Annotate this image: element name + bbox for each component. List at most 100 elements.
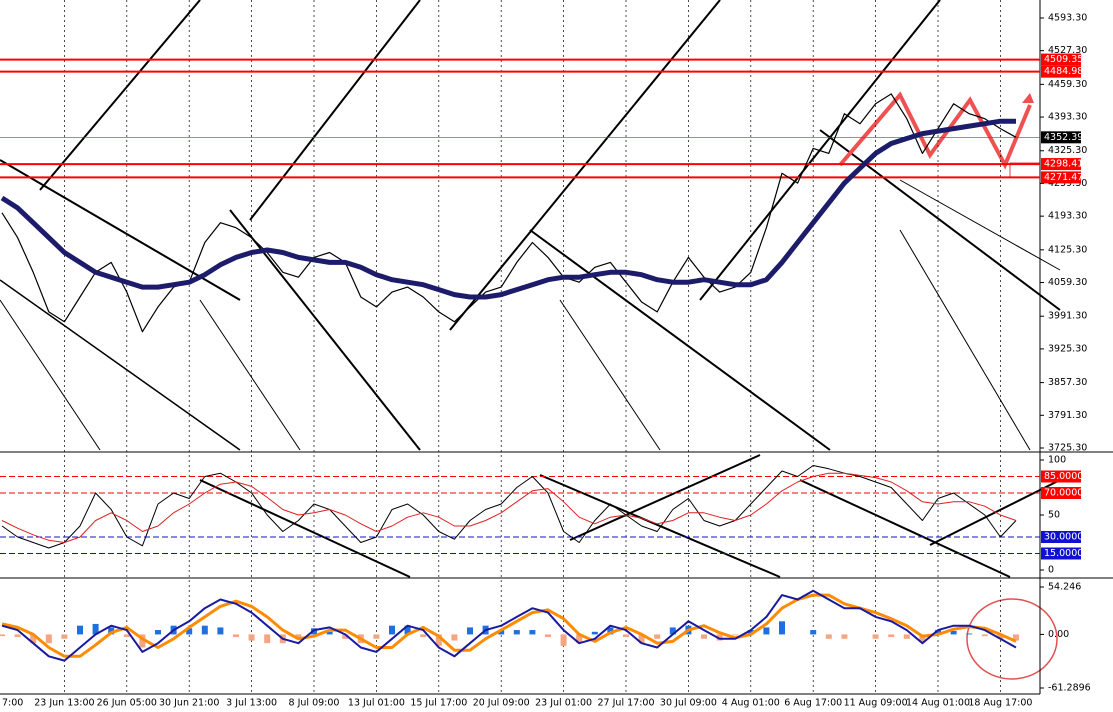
x-tick-label: 13 Jul 01:00 (348, 698, 405, 709)
histogram-bar (950, 630, 957, 635)
histogram-bar (966, 633, 973, 635)
x-tick-label: 8 Jul 09:00 (289, 698, 340, 709)
histogram-bar (186, 628, 193, 635)
level-label: 4484.98 (1044, 66, 1083, 77)
histogram-bar (529, 630, 536, 635)
y-tick-label: 3991.30 (1048, 311, 1087, 322)
histogram-bar (841, 634, 848, 639)
histogram-bar (981, 634, 988, 637)
y-tick-label: 4527.30 (1048, 45, 1087, 56)
histogram-bar (30, 634, 37, 644)
x-tick-label: 18 Aug 17:00 (968, 698, 1032, 709)
y-tick-label: 3791.30 (1048, 410, 1087, 421)
x-tick-label: 15 Jul 17:00 (410, 698, 467, 709)
level-label-box (1041, 487, 1081, 499)
level-label: 85.0000 (1044, 471, 1083, 482)
trendlines (0, 0, 1061, 578)
level-label-box (1041, 158, 1081, 171)
level-label-box (1041, 171, 1081, 184)
histogram-bar (701, 634, 707, 639)
level-label-box (1041, 131, 1081, 144)
x-tick-label: 14 Aug 01:00 (906, 698, 970, 709)
histogram-bar (389, 625, 395, 635)
histogram-bar (404, 625, 411, 635)
histogram-bar (498, 630, 505, 635)
histogram-bar (872, 634, 879, 639)
histogram-bar (560, 634, 567, 646)
x-tick-label: 30 Jun 21:00 (159, 698, 219, 709)
x-tick-label: 7:00 (2, 698, 23, 709)
x-tick-label: 6 Aug 17:00 (784, 698, 842, 709)
histogram-bar (342, 634, 349, 639)
y-tick-label: 3925.30 (1048, 343, 1087, 354)
x-tick-label: 27 Jul 17:00 (598, 698, 655, 709)
highlight-circle (966, 598, 1058, 680)
y-tick-label: 4325.30 (1048, 145, 1087, 156)
histogram-bar (264, 634, 271, 644)
histogram-bar (513, 630, 520, 635)
y-tick-label: 100 (1048, 455, 1066, 466)
histogram-bar (903, 634, 910, 639)
histogram-bar (825, 634, 832, 639)
histogram-bar (638, 634, 645, 644)
histogram-bar (435, 634, 442, 646)
histogram-bar (732, 634, 739, 636)
histogram-bar (1013, 634, 1019, 641)
level-label-box (1041, 53, 1081, 66)
histogram-bar (139, 634, 146, 648)
histogram-bar (451, 634, 458, 641)
histogram-bar (997, 634, 1004, 639)
level-label: 4509.35 (1044, 54, 1083, 65)
histogram-bar (763, 627, 770, 635)
x-tick-label: 30 Jul 09:00 (660, 698, 717, 709)
y-tick-label: 4125.30 (1048, 244, 1087, 255)
histogram-bar (888, 634, 895, 638)
histogram-bar (654, 634, 661, 639)
series-line (1, 472, 1017, 543)
histogram-bar (919, 634, 926, 642)
histogram-bar (61, 634, 68, 639)
arrow-head (1022, 93, 1034, 103)
histogram-bar (77, 625, 83, 635)
y-tick-label: 0.00 (1048, 629, 1069, 640)
histogram-bar (201, 625, 208, 635)
histogram-bar (607, 627, 614, 635)
x-tick-label: 11 Aug 09:00 (844, 698, 908, 709)
x-tick-label: 3 Jul 13:00 (226, 698, 277, 709)
level-label: 70.0000 (1044, 488, 1083, 499)
histogram-bar (779, 621, 785, 635)
level-label-box (1041, 547, 1081, 560)
histogram-bar (420, 634, 427, 638)
level-label-box (1041, 470, 1081, 483)
level-label: 4298.41 (1044, 159, 1083, 170)
histogram-bar (217, 627, 224, 635)
level-label: 15.0000 (1044, 548, 1083, 559)
y-tick-label: 4259.30 (1048, 178, 1087, 189)
x-tick-label: 23 Jul 01:00 (535, 698, 592, 709)
y-tick-label: 54.246 (1048, 582, 1081, 593)
histogram-bar (669, 627, 676, 635)
histogram-bar (545, 634, 551, 638)
histogram-bar (123, 634, 130, 638)
histogram-bar (14, 634, 21, 638)
x-tick-label: 23 Jun 13:00 (34, 698, 94, 709)
level-label: 4271.47 (1044, 172, 1083, 183)
level-label: 30.0000 (1044, 532, 1083, 543)
histogram-bar (591, 631, 598, 635)
series-line (1, 93, 1017, 333)
y-tick-label: 50 (1048, 510, 1060, 521)
series-line (0, 118, 1016, 300)
y-tick-label: 0 (1048, 565, 1054, 576)
series-line (1, 593, 1017, 658)
histogram-bar (716, 634, 723, 641)
x-tick-label: 20 Jul 09:00 (473, 698, 530, 709)
histogram-bar (467, 627, 473, 635)
histogram-bar (623, 634, 629, 638)
histogram-bar (373, 634, 380, 639)
histogram-bar (233, 634, 239, 638)
x-tick-label: 4 Aug 01:00 (722, 698, 780, 709)
y-tick-label: -61.2896 (1048, 683, 1091, 694)
level-label-box (1041, 65, 1081, 78)
